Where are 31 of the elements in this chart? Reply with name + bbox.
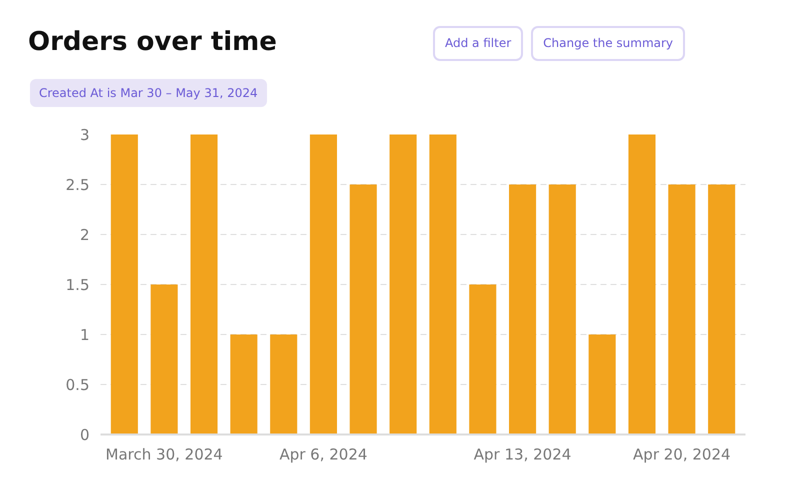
- bar: [668, 184, 696, 434]
- bar: [150, 284, 178, 434]
- y-tick-label: 0: [80, 426, 90, 444]
- x-tick-label: Apr 13, 2024: [474, 446, 572, 464]
- bar: [509, 184, 536, 434]
- bar: [628, 134, 656, 434]
- y-tick-label: 2: [80, 226, 90, 244]
- bar: [270, 334, 298, 434]
- bar: [588, 334, 616, 434]
- text: Add a filter: [433, 26, 524, 62]
- y-tick-label: 1.5: [66, 276, 90, 294]
- bar: [350, 184, 377, 434]
- bar: [390, 134, 417, 434]
- bar: [708, 184, 736, 434]
- y-tick-label: 2.5: [66, 176, 90, 194]
- text: Change the summary: [531, 26, 686, 62]
- bar: [230, 334, 258, 434]
- chart-title: Orders over time: [28, 26, 277, 59]
- bar: [469, 284, 496, 434]
- x-tick-label: March 30, 2024: [106, 446, 223, 464]
- bar: [190, 134, 218, 434]
- chart-subtitle: Created At is Mar 30 – May 31, 2024: [30, 79, 267, 107]
- y-tick-label: 3: [80, 126, 90, 144]
- bar: [429, 134, 456, 434]
- bar: [310, 134, 337, 434]
- bar: [548, 184, 576, 434]
- y-tick-label: 1: [80, 326, 90, 344]
- x-tick-label: Apr 20, 2024: [633, 446, 731, 464]
- bar: [110, 134, 138, 434]
- y-tick-label: 0.5: [66, 376, 90, 394]
- x-tick-label: Apr 6, 2024: [279, 446, 368, 464]
